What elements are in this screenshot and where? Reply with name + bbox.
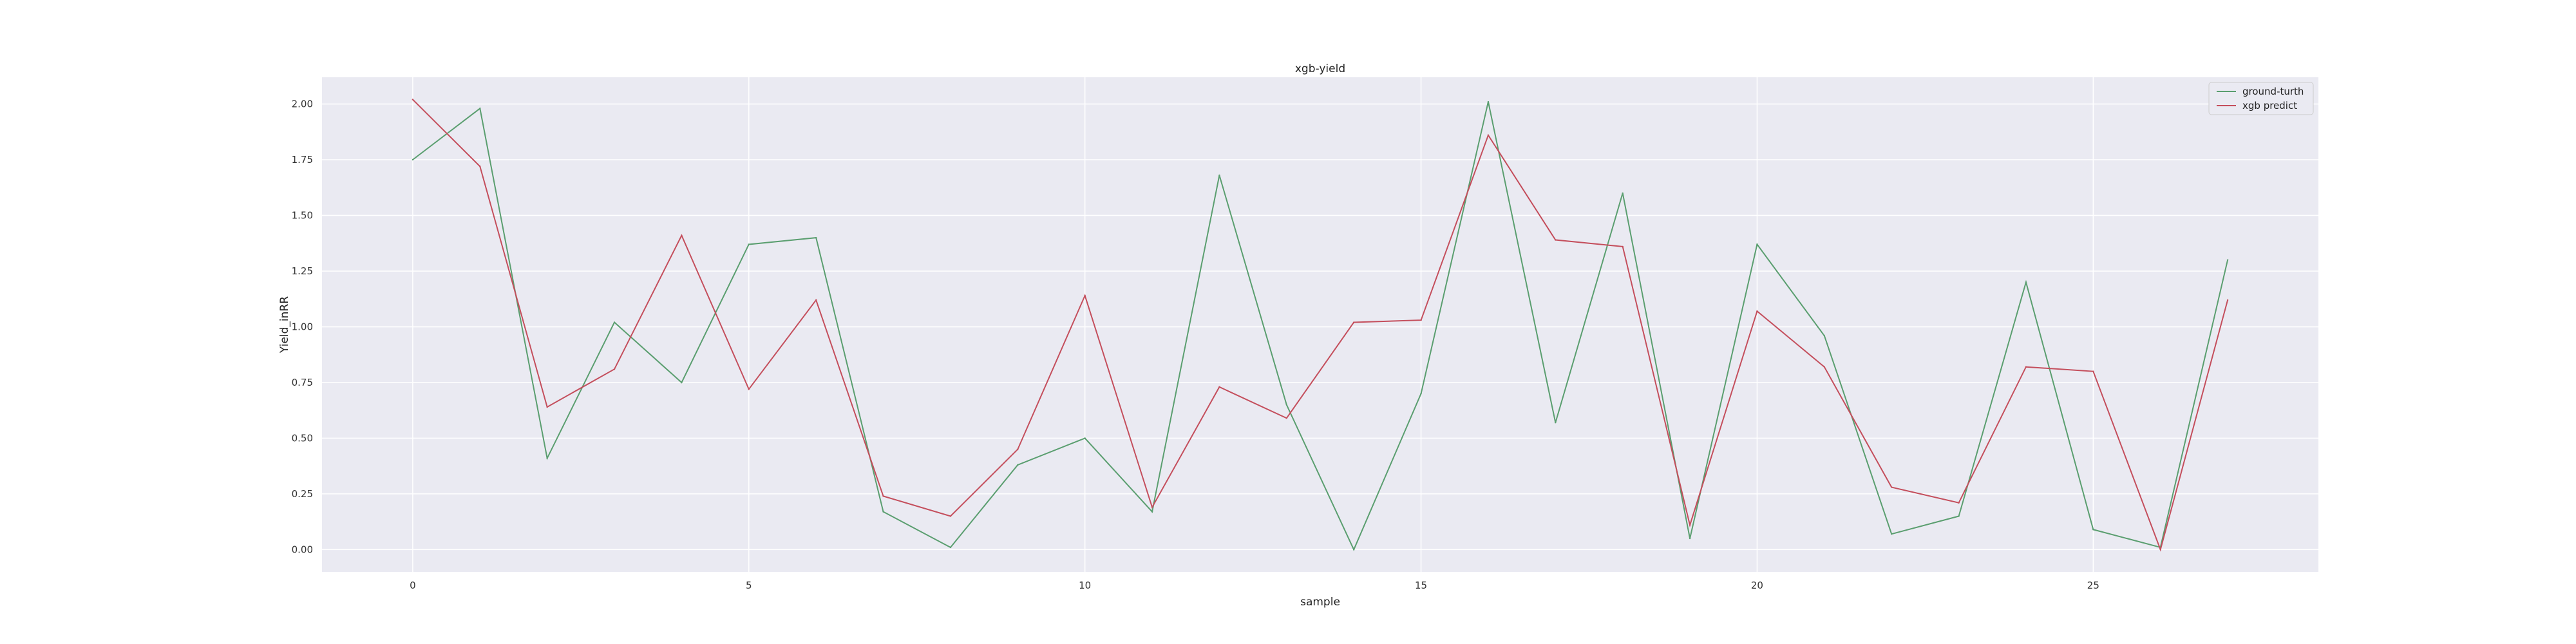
y-tick-label: 1.75 [292, 154, 313, 166]
legend-label-ground-turth: ground-turth [2242, 86, 2304, 97]
data-point-ground-turth [681, 381, 683, 384]
data-point-xgb-predict [748, 388, 750, 390]
data-point-xgb-predict [1487, 134, 1490, 137]
data-point-xgb-predict [1352, 321, 1355, 323]
y-tick-label: 1.25 [292, 265, 313, 277]
data-point-xgb-predict [1420, 319, 1422, 321]
data-point-ground-turth [1622, 192, 1624, 194]
data-point-ground-turth [1756, 243, 1758, 245]
data-point-xgb-predict [1958, 502, 1960, 504]
data-point-ground-turth [1487, 100, 1490, 103]
series-layer [412, 99, 2229, 552]
x-tick-label: 15 [1415, 580, 1427, 591]
y-tick-label: 0.50 [292, 432, 313, 444]
data-point-xgb-predict [412, 99, 414, 100]
y-tick-label: 0.00 [292, 544, 313, 555]
data-point-xgb-predict [1756, 310, 1758, 312]
data-point-xgb-predict [681, 234, 683, 236]
data-point-xgb-predict [1151, 506, 1153, 508]
y-tick-label: 0.75 [292, 377, 313, 388]
grid-lines [322, 77, 2318, 572]
data-point-ground-turth [1285, 404, 1288, 406]
data-point-xgb-predict [2159, 549, 2161, 551]
y-tick-label: 1.00 [292, 321, 313, 332]
plot-area [322, 77, 2318, 572]
data-point-ground-turth [1958, 515, 1960, 517]
data-point-xgb-predict [2226, 299, 2229, 301]
data-point-ground-turth [748, 243, 750, 245]
legend-label-xgb-predict: xgb predict [2242, 100, 2297, 111]
data-point-ground-turth [1689, 537, 1691, 540]
chart-title: xgb-yield [1295, 62, 1345, 75]
x-tick-label: 10 [1079, 580, 1091, 591]
legend: ground-turth xgb predict [2208, 82, 2314, 115]
data-point-ground-turth [1151, 511, 1153, 513]
data-point-ground-turth [412, 158, 414, 161]
data-point-xgb-predict [1823, 366, 1826, 368]
data-point-xgb-predict [882, 495, 884, 497]
data-point-ground-turth [1017, 464, 1019, 466]
data-point-ground-turth [949, 546, 952, 549]
data-point-ground-turth [479, 108, 481, 109]
y-axis-label: Yield_inRR [278, 296, 291, 354]
data-point-xgb-predict [1017, 448, 1019, 450]
data-point-xgb-predict [1689, 524, 1691, 526]
data-point-ground-turth [882, 511, 884, 513]
data-point-xgb-predict [1555, 239, 1557, 241]
series-line-xgb-predict [412, 99, 2229, 552]
data-point-ground-turth [613, 321, 616, 323]
x-tick-label: 0 [410, 580, 416, 591]
data-point-xgb-predict [1218, 386, 1220, 388]
data-point-xgb-predict [1891, 486, 1893, 488]
data-point-ground-turth [546, 457, 548, 459]
x-tick-label: 25 [2087, 580, 2099, 591]
data-point-ground-turth [2226, 259, 2229, 261]
data-point-ground-turth [2025, 281, 2027, 283]
data-point-ground-turth [815, 236, 817, 239]
data-point-xgb-predict [1084, 294, 1086, 297]
data-point-xgb-predict [1622, 245, 1624, 248]
data-point-xgb-predict [2092, 370, 2094, 372]
data-point-xgb-predict [613, 368, 616, 370]
data-point-ground-turth [1891, 533, 1893, 535]
y-tick-label: 2.00 [292, 99, 313, 110]
data-point-ground-turth [1420, 393, 1422, 395]
x-tick-label: 20 [1751, 580, 1763, 591]
x-axis-ticks: 0 5 10 15 20 25 [410, 580, 2099, 591]
data-point-ground-turth [1352, 549, 1355, 551]
data-point-xgb-predict [479, 166, 481, 167]
x-tick-label: 5 [746, 580, 752, 591]
data-point-xgb-predict [2025, 366, 2027, 368]
x-axis-label: sample [1300, 596, 1340, 609]
data-point-xgb-predict [815, 299, 817, 301]
data-point-xgb-predict [1285, 417, 1288, 419]
y-tick-label: 0.25 [292, 488, 313, 500]
y-axis-ticks: 0.00 0.25 0.50 0.75 1.00 1.25 1.50 1.75 2.00 [292, 99, 313, 556]
data-point-ground-turth [1084, 437, 1086, 439]
data-point-ground-turth [1555, 422, 1557, 424]
y-tick-label: 1.50 [292, 209, 313, 221]
data-point-ground-turth [1823, 335, 1826, 337]
data-point-ground-turth [1218, 175, 1220, 176]
data-point-ground-turth [2092, 529, 2094, 531]
data-point-xgb-predict [546, 406, 548, 408]
legend-box [2208, 82, 2314, 115]
data-point-xgb-predict [949, 515, 952, 517]
